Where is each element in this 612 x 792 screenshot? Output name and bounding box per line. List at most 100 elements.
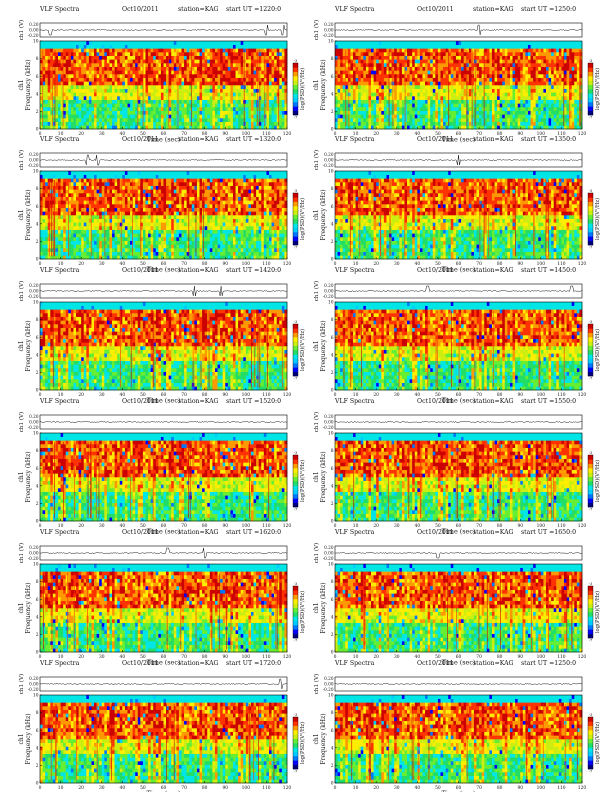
spectrogram-cell [517,107,521,111]
spectrogram-cell [145,114,149,119]
spectrogram-cell [358,118,362,122]
spectrogram-cell [212,74,216,78]
spectrogram-cell [73,121,77,126]
spectrogram-cell [114,103,118,108]
spectrogram-cell [76,118,79,122]
spectrogram-cell [497,70,500,75]
spectrogram-cell [58,171,61,175]
spectrogram-cell [130,77,133,82]
spectrogram-cell [130,118,133,122]
spectrogram-cell [504,70,508,75]
colorbar-segment [293,84,298,90]
spectrogram-cell [63,125,67,130]
spectrogram-cell [479,114,482,119]
colorbar-tick-label: -3 [294,59,298,63]
spectrogram-cell [168,66,172,71]
spectrogram-cell [140,92,144,97]
spectrogram-cell [335,44,338,49]
spectrogram-cell [284,88,288,93]
spectrogram-cell [396,66,400,71]
spectrogram-cell [350,59,354,64]
spectrogram-cell [135,52,139,56]
spectrogram-cell [230,103,234,108]
spectrogram-cell [340,77,344,82]
spectrogram-cell [45,41,49,45]
spectrogram-cell [371,92,374,97]
spectrogram-cell [42,200,46,205]
spectrogram-cell [271,44,275,49]
spectrogram-cell [437,125,441,130]
spectrogram-cell [58,66,61,71]
spectrogram-cell [340,63,344,67]
spectrogram-cell [373,103,377,108]
spectrogram-cell [412,59,416,64]
spectrogram-cell [145,92,149,97]
spectrogram-cell [55,248,59,252]
spectrogram-cell [538,96,542,100]
spectrogram-cell [548,92,552,97]
spectrogram-cell [212,55,216,60]
spectrogram-cell [217,70,221,75]
spectrogram-cell [566,48,570,53]
spectrogram-cell [153,103,157,108]
waveform-axis-label: ch1 (V) [313,20,320,40]
spectrogram-cell [548,103,552,108]
spectrogram-cell [563,48,567,53]
spectrogram-cell [101,99,105,104]
spectrogram-cell [566,41,570,45]
spectrogram-cell [168,103,172,108]
spectrogram-cell [435,110,439,115]
spectrogram-cell [461,81,464,86]
spectrogram-cell [140,96,144,100]
spectrogram-cell [279,118,283,122]
spectrogram-cell [163,59,167,64]
spectrogram-cell [81,70,85,75]
spectrogram-cell [225,99,229,104]
spectrogram-cell [238,41,241,45]
spectrogram-cell [558,88,562,93]
spectrogram-cell [404,114,408,119]
spectrogram-cell [73,85,77,89]
spectrogram-cell [194,107,198,111]
spectrogram-cell [250,66,254,71]
spectrogram-cell [530,44,534,49]
spectrogram-cell [540,66,544,71]
spectrogram-cell [271,52,275,56]
spectrogram-cell [47,107,51,111]
spectrogram-cell [145,99,149,104]
spectrogram-cell [52,66,56,71]
spectrogram-cell [178,96,182,100]
spectrogram-cell [335,55,338,60]
spectrogram-cell [274,44,278,49]
spectrogram-cell [266,99,270,104]
spectrogram-cell [443,52,446,56]
spectrogram-cell [88,63,92,67]
spectrogram-cell [458,118,462,122]
spectrogram-cell [476,77,480,82]
spectrogram-cell [455,96,459,100]
spectrogram-cell [571,70,575,75]
spectrogram-cell [450,77,454,82]
spectrogram-cell [101,85,105,89]
spectrogram-cell [404,63,408,67]
spectrogram-cell [427,125,431,130]
spectrogram-cell [515,52,518,56]
spectrogram-cell [88,92,92,97]
spectrogram-cell [155,103,159,108]
spectrogram-cell [491,59,495,64]
spectrogram-cell [266,118,270,122]
spectrogram-cell [468,114,472,119]
spectrogram-cell [284,118,288,122]
spectrogram-cell [52,92,56,97]
spectrogram-cell [50,125,54,130]
spectrogram-cell [55,77,59,82]
spectrogram-cell [525,55,529,60]
spectrogram-cell [337,103,341,108]
spectrogram-cell [386,77,390,82]
spectrogram-cell [360,103,364,108]
spectrogram-cell [437,88,441,93]
spectrogram-cell [345,103,349,108]
spectrogram-cell [145,121,149,126]
spectrogram-cell [432,66,436,71]
spectrogram-cell [443,107,446,111]
